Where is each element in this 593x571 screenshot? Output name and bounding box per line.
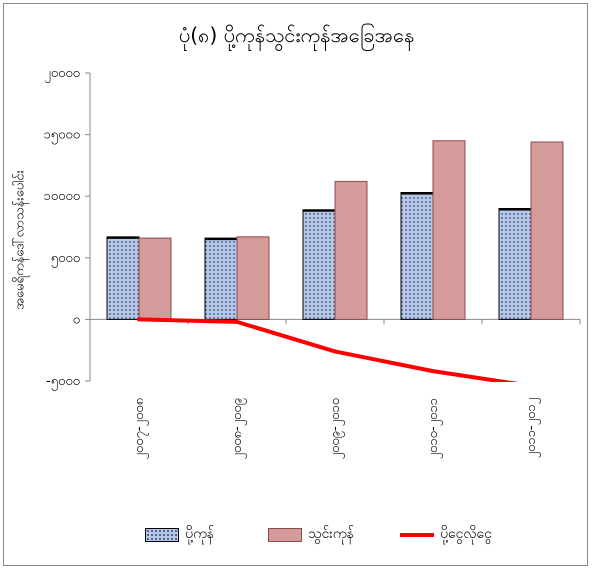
bars-group: [106, 140, 564, 320]
y-tick-label: ၁၀၀၀၀: [43, 189, 80, 204]
line-series-group: [137, 317, 519, 382]
legend-swatch-imports: [145, 527, 179, 542]
x-tick-label: ၂၀၀၈-၂၀၀၉: [230, 398, 247, 459]
y-tick-label: ၅၀၀၀: [51, 251, 80, 268]
y-tick-label: ၂၀၀၀၀: [44, 66, 80, 83]
bar-exports: [432, 140, 466, 320]
legend-item-imports: ပို့ကုန်: [145, 524, 214, 545]
x-tick-label: ၂၀၁၁-၂၀၁၂: [524, 398, 541, 458]
legend-swatch-exports: [268, 527, 302, 542]
legend: ပို့ကုန် သွင်းကုန် ပို့ငွေလိုငွေ: [0, 524, 593, 550]
bar-imports: [204, 237, 238, 320]
legend-label-balance: ပို့ငွေလိုငွေ: [440, 526, 492, 542]
legend-label-exports: သွင်းကုန်: [308, 526, 354, 542]
legend-label-imports: ပို့ကုန်: [185, 526, 214, 542]
x-tick-label: ၂၀၀၉-၂၀၁၀: [328, 398, 345, 459]
bar-exports: [530, 141, 564, 320]
bar-exports: [138, 237, 172, 320]
x-tick-label: ၂၀၀၇-၂၀၀၈: [132, 398, 149, 459]
bar-imports: [400, 192, 434, 320]
bar-imports: [106, 236, 140, 320]
bar-imports: [498, 208, 532, 320]
legend-item-exports: သွင်းကုန်: [268, 524, 354, 545]
legend-swatch-balance: [400, 532, 434, 537]
bar-exports: [236, 236, 270, 320]
chart-title: ပုံ(၈) ပို့ကုန်သွင်းကုန်အခြေအနေ: [178, 23, 415, 47]
y-tick-label: -၅၀၀၀: [46, 374, 80, 391]
chart-frame: [3, 3, 588, 566]
bar-exports: [334, 180, 368, 320]
balance-line: [137, 317, 519, 382]
bar-imports: [302, 209, 336, 320]
y-tick-label: ၁၅၀၀၀: [43, 128, 80, 145]
y-tick-label: ၀: [73, 312, 80, 327]
x-tick-label: ၂၀၁၀-၂၀၁၁: [426, 398, 443, 459]
legend-item-balance: ပို့ငွေလိုငွေ: [400, 524, 492, 545]
